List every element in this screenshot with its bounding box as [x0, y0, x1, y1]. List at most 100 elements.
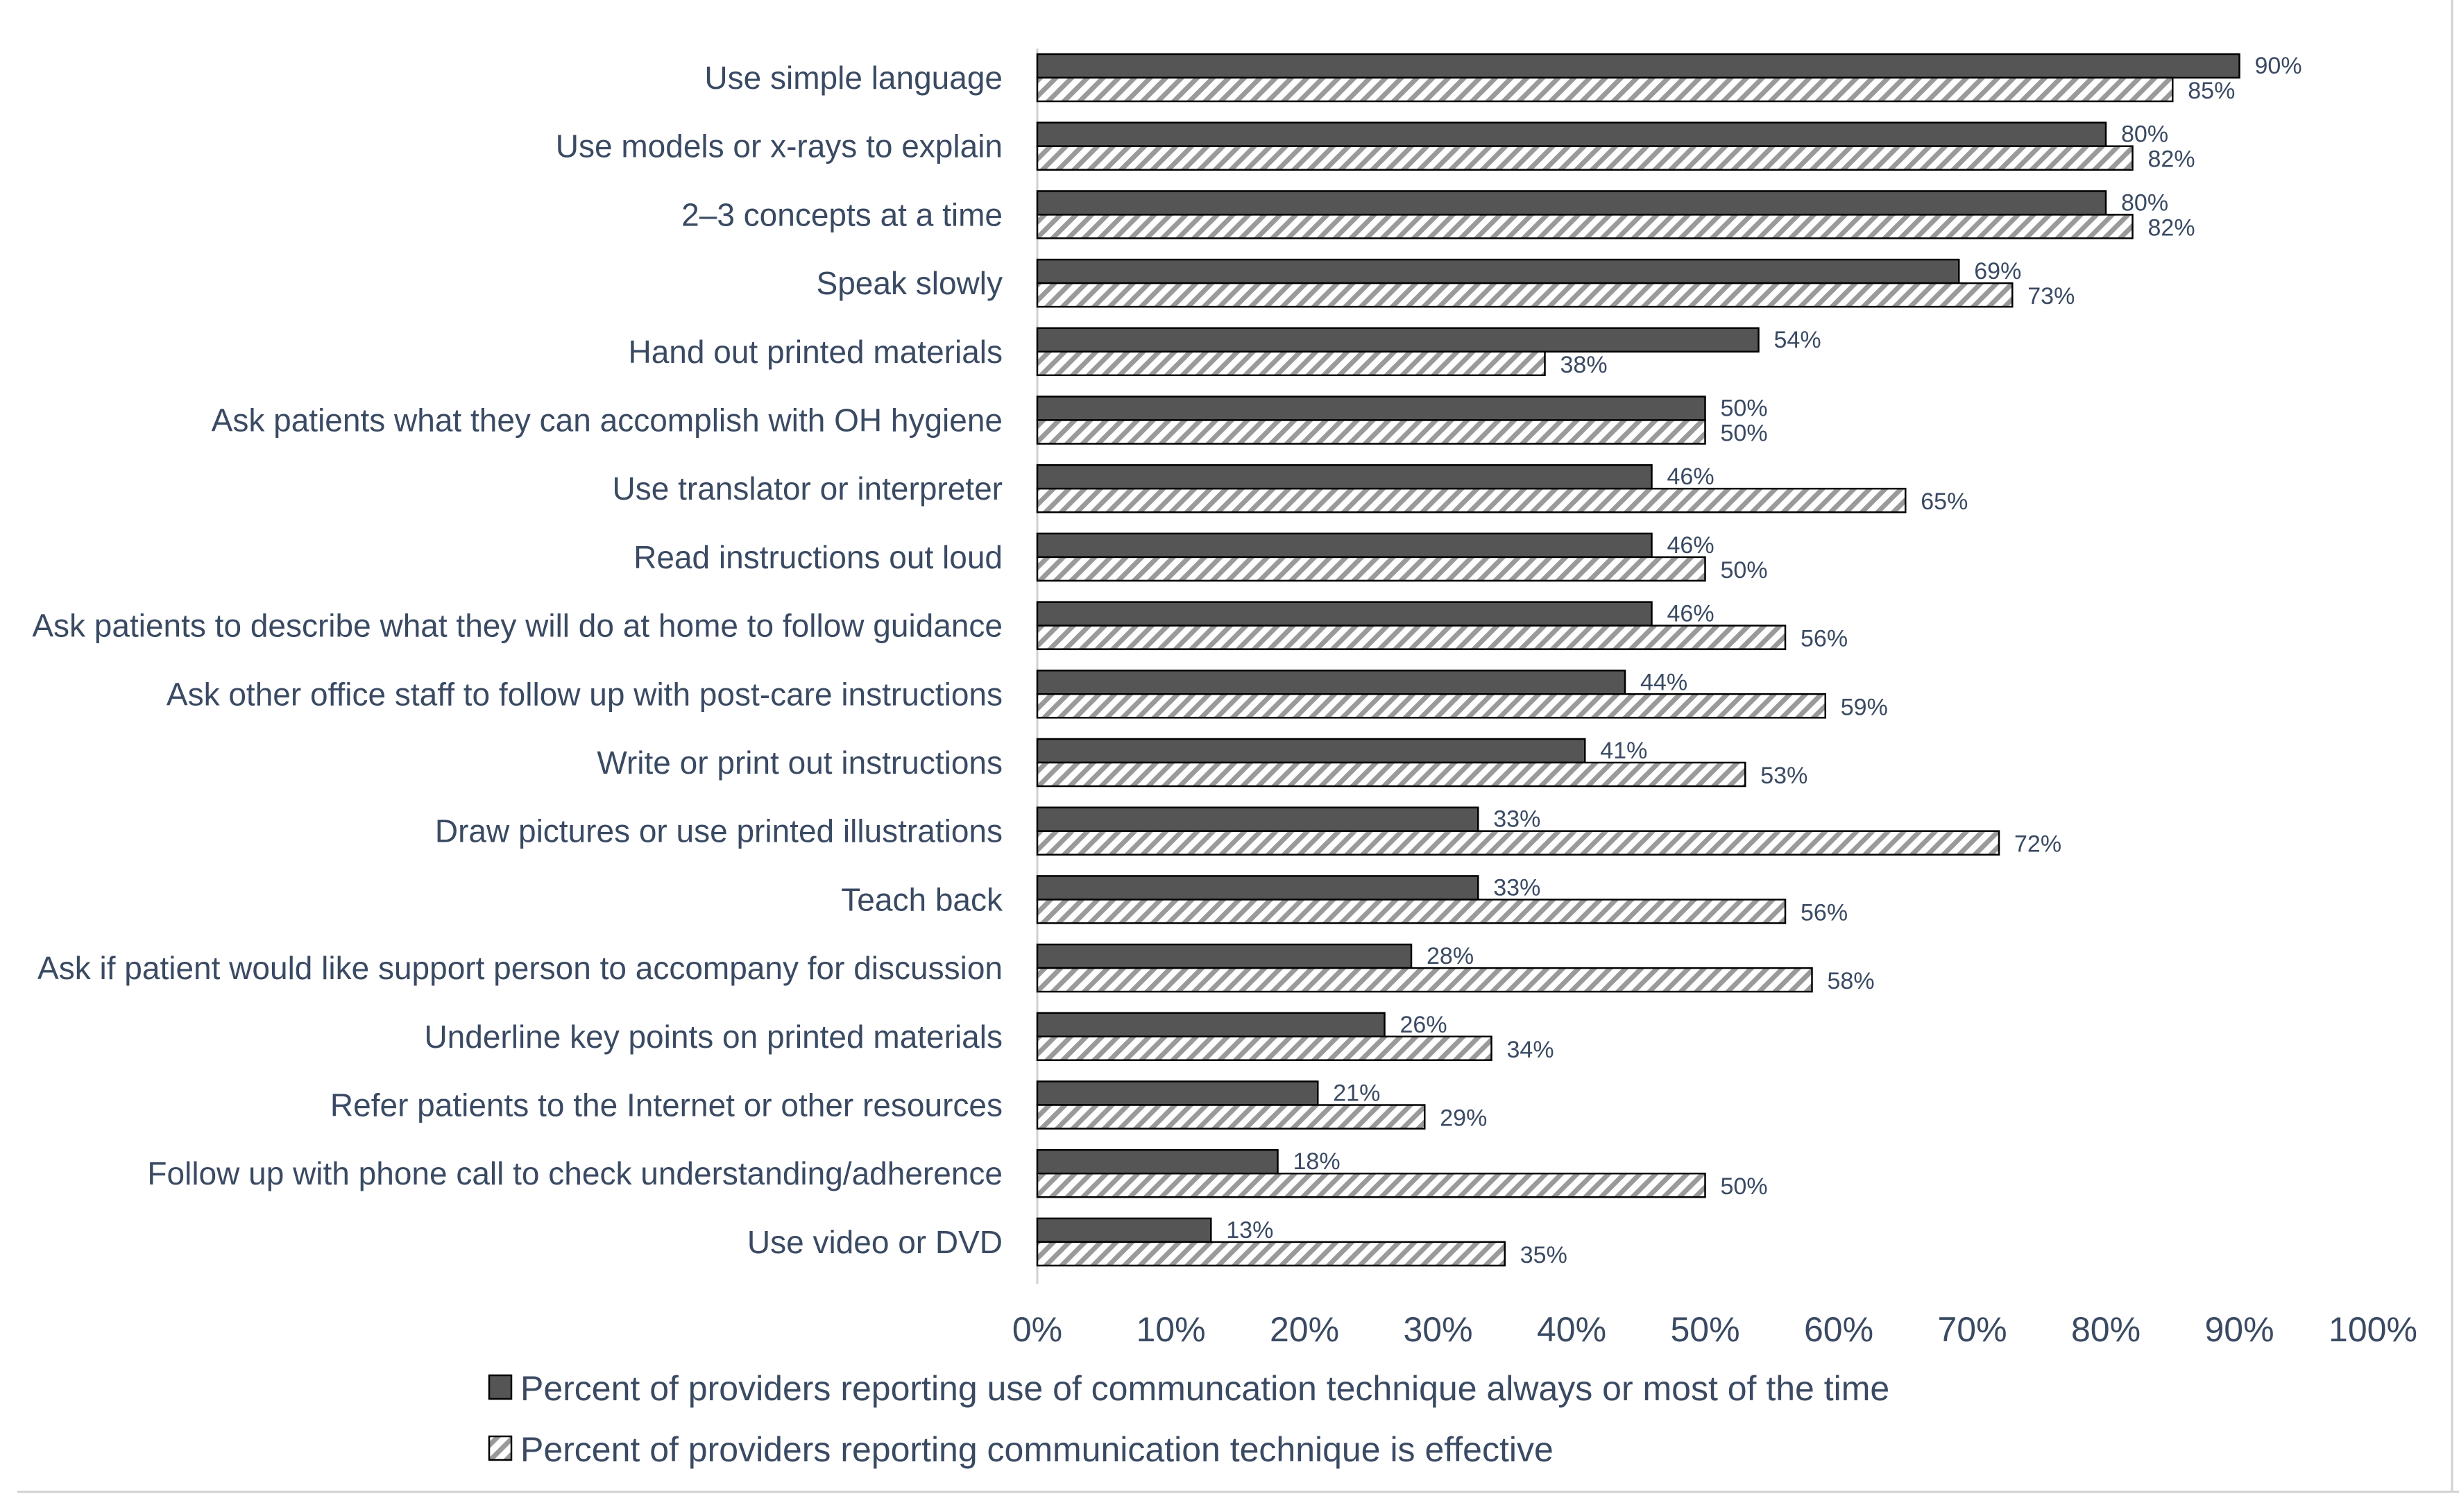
data-label-use-always: 18%: [1293, 1148, 1341, 1175]
bar-effective: [1036, 693, 1826, 719]
data-label-effective: 50%: [1721, 421, 1768, 447]
bar-effective: [1036, 214, 2134, 239]
bar-effective: [1036, 1241, 1506, 1267]
x-tick-label: 60%: [1804, 1310, 1873, 1349]
x-tick-label: 40%: [1537, 1310, 1606, 1349]
data-label-effective: 29%: [1440, 1105, 1487, 1132]
bar-use-always: [1036, 464, 1653, 490]
bar-use-always: [1036, 1012, 1386, 1038]
data-label-effective: 56%: [1801, 626, 1848, 652]
data-label-effective: 50%: [1721, 557, 1768, 584]
bar-use-always: [1036, 670, 1626, 695]
category-label: Write or print out instructions: [597, 745, 1003, 781]
category-label: Use simple language: [704, 60, 1003, 96]
legend-hatched-swatch: [488, 1435, 513, 1461]
category-label: 2–3 concepts at a time: [681, 196, 1003, 232]
x-tick-label: 50%: [1670, 1310, 1739, 1349]
bar-use-always: [1036, 806, 1479, 832]
bar-use-always: [1036, 738, 1586, 764]
data-label-use-always: 28%: [1427, 943, 1474, 969]
data-label-use-always: 54%: [1774, 327, 1821, 353]
data-label-use-always: 41%: [1600, 738, 1647, 764]
bar-effective: [1036, 625, 1787, 650]
bar-use-always: [1036, 601, 1653, 627]
bar-effective: [1036, 76, 2174, 103]
category-label: Ask if patient would like support person…: [37, 950, 1003, 986]
bar-effective: [1036, 350, 1546, 377]
bars-layer: 90%85%80%82%80%82%69%73%54%38%50%50%46%6…: [1036, 53, 2302, 1268]
x-tick-label: 30%: [1403, 1310, 1472, 1349]
bar-effective: [1036, 1035, 1492, 1062]
category-labels: Use simple language Use models or x-rays …: [32, 60, 1003, 1260]
category-label: Underline key points on printed material…: [424, 1019, 1003, 1055]
bar-effective: [1036, 1172, 1706, 1198]
data-label-use-always: 80%: [2121, 189, 2168, 216]
bar-effective: [1036, 556, 1706, 582]
data-label-use-always: 69%: [1974, 258, 2021, 284]
category-label: Draw pictures or use printed illustratio…: [435, 813, 1003, 849]
x-tick-label: 10%: [1136, 1310, 1205, 1349]
bar-use-always: [1036, 258, 1960, 284]
x-tick-label: 100%: [2329, 1310, 2417, 1349]
category-label: Teach back: [841, 881, 1003, 917]
x-tick-label: 80%: [2071, 1310, 2141, 1349]
x-tick-label: 70%: [1937, 1310, 2007, 1349]
legend: Percent of providers reporting use of co…: [488, 1369, 1889, 1469]
data-label-effective: 53%: [1760, 763, 1807, 789]
data-label-use-always: 80%: [2121, 121, 2168, 148]
category-label: Follow up with phone call to check under…: [147, 1155, 1003, 1191]
category-label: Use models or x-rays to explain: [556, 128, 1003, 164]
category-label: Hand out printed materials: [628, 334, 1003, 370]
category-label: Ask patients what they can accomplish wi…: [212, 402, 1003, 439]
chart-frame: [17, 0, 2459, 1493]
data-label-use-always: 46%: [1667, 601, 1715, 627]
bar-effective: [1036, 1104, 1426, 1130]
data-label-effective: 59%: [1841, 694, 1888, 720]
legend-label-effective: Percent of providers reporting communica…: [520, 1430, 1554, 1469]
data-label-effective: 34%: [1507, 1037, 1554, 1063]
data-label-effective: 82%: [2148, 146, 2195, 173]
bar-use-always: [1036, 53, 2240, 79]
bar-use-always: [1036, 532, 1653, 559]
bar-use-always: [1036, 1148, 1279, 1175]
data-label-effective: 35%: [1520, 1242, 1567, 1268]
x-tick-label: 90%: [2204, 1310, 2274, 1349]
bar-effective: [1036, 419, 1706, 445]
x-tick-label: 0%: [1012, 1310, 1062, 1349]
data-label-use-always: 33%: [1493, 806, 1540, 833]
data-label-effective: 58%: [1828, 968, 1875, 994]
bar-use-always: [1036, 1080, 1319, 1106]
data-label-effective: 50%: [1721, 1173, 1768, 1200]
category-label: Refer patients to the Internet or other …: [330, 1087, 1003, 1123]
bar-effective: [1036, 899, 1787, 924]
bar-effective: [1036, 282, 2014, 308]
x-axis-ticks: 0% 10% 20% 30% 40% 50% 60% 70% 80% 90% 100%: [1012, 1310, 2417, 1349]
data-label-effective: 82%: [2148, 214, 2195, 241]
x-tick-label: 20%: [1270, 1310, 1339, 1349]
data-label-effective: 85%: [2188, 78, 2235, 104]
bar-use-always: [1036, 121, 2107, 147]
category-label: Read instructions out loud: [633, 539, 1003, 575]
bar-use-always: [1036, 1217, 1212, 1243]
legend-label-use-always: Percent of providers reporting use of co…: [520, 1369, 1889, 1408]
bar-effective: [1036, 145, 2134, 171]
bar-use-always: [1036, 875, 1479, 901]
data-label-use-always: 33%: [1493, 874, 1540, 901]
data-label-effective: 65%: [1921, 489, 1968, 515]
category-label: Use translator or interpreter: [613, 470, 1003, 507]
data-label-use-always: 46%: [1667, 532, 1715, 559]
bar-use-always: [1036, 396, 1706, 421]
bar-use-always: [1036, 327, 1760, 353]
data-label-effective: 38%: [1560, 352, 1608, 378]
category-label: Ask patients to describe what they will …: [32, 608, 1003, 644]
bar-effective: [1036, 967, 1813, 993]
data-label-effective: 56%: [1801, 899, 1848, 926]
data-label-use-always: 50%: [1721, 396, 1768, 422]
data-label-use-always: 21%: [1333, 1080, 1380, 1107]
data-label-use-always: 90%: [2255, 53, 2302, 79]
legend-solid-swatch: [488, 1374, 513, 1400]
bar-use-always: [1036, 943, 1413, 969]
data-label-use-always: 26%: [1400, 1012, 1447, 1038]
